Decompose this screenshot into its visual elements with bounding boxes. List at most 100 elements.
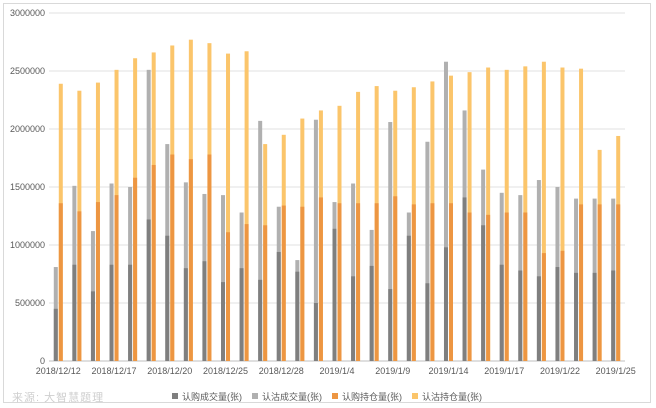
x-tick-label: 2019/1/17 [484,366,524,376]
bar [541,253,546,361]
bar [560,250,565,361]
bar [430,203,435,361]
bar [351,183,356,361]
bar [592,272,597,361]
legend-swatch [412,393,418,399]
bar [258,279,263,361]
legend-swatch [332,393,338,399]
bar [443,61,448,361]
bar [133,177,138,361]
bar [221,282,226,361]
bar [518,270,523,361]
chart-frame: 0 500000 1000000 1500000 2000000 2500000 30000… [3,3,651,404]
bar [300,206,305,361]
bar [560,67,565,361]
bar [72,264,77,361]
bar [295,271,300,361]
legend-label: 认购持仓量(张) [342,391,402,402]
bar [239,268,244,361]
y-tick-label: 2000000 [10,124,45,134]
legend-swatch [172,393,178,399]
bar [146,69,151,361]
bar [77,211,82,361]
bar [313,119,318,361]
x-tick-label: 2018/12/28 [259,366,304,376]
bar [114,195,119,361]
bar [481,225,486,361]
bar [393,196,398,361]
x-tick-label: 2018/12/12 [36,366,81,376]
bar [258,120,263,361]
bar [388,289,393,361]
x-tick-label: 2019/1/4 [319,366,354,376]
bar [226,53,231,361]
bar [536,180,541,361]
legend-item: 认购成交量(张) [172,390,242,403]
bar [332,228,337,361]
bar [202,261,207,361]
bar [536,276,541,361]
bar [597,204,602,361]
bar [226,232,231,361]
bar [95,202,100,361]
y-tick-label: 1000000 [10,240,45,250]
bar [579,204,584,361]
bar [281,205,286,361]
bar [616,204,621,361]
x-tick-label: 2018/12/17 [92,366,137,376]
bar [486,214,491,361]
bar [411,204,416,361]
bar [356,203,361,361]
bar [448,203,453,361]
legend-label: 认沽成交量(张) [262,391,322,402]
bar [183,268,188,361]
bar [151,164,156,361]
bar [188,159,193,361]
bar [574,272,579,361]
bar-chart: 0 500000 1000000 1500000 2000000 2500000 30000… [10,8,636,376]
bar [337,203,342,361]
y-tick-label: 2500000 [10,66,45,76]
bar [351,276,356,361]
y-tick-label: 500000 [15,298,45,308]
bar [165,235,170,361]
bar [611,270,616,361]
bar [313,303,318,361]
bar [109,264,114,361]
bar [207,154,212,361]
watermark: 来源: 大智慧题理 [12,392,105,404]
bar [318,197,323,361]
bar [263,225,268,361]
bar [443,247,448,361]
bar [170,154,175,361]
bar [146,219,151,361]
legend-swatch [252,393,258,399]
bar [276,251,281,361]
bar [523,212,528,361]
bar [462,197,467,361]
x-tick-label: 2018/12/20 [147,366,192,376]
legend-label: 认购成交量(张) [182,391,242,402]
bar [504,212,509,361]
legend-label: 认沽持仓量(张) [422,391,482,402]
y-tick-label: 3000000 [10,8,45,18]
bar [555,267,560,361]
bar [425,283,430,361]
bar [425,141,430,361]
x-tick-label: 2018/12/25 [203,366,248,376]
legend-item: 认沽持仓量(张) [412,390,482,403]
bar [541,61,546,361]
bar [90,291,95,361]
x-tick-label: 2019/1/22 [540,366,580,376]
bar [467,212,472,361]
bar [53,308,58,361]
x-tick-label: 2019/1/14 [428,366,468,376]
legend-item: 认购持仓量(张) [332,390,402,403]
y-tick-label: 0 [40,356,45,366]
bar [486,67,491,361]
bar [244,51,249,361]
bar [406,235,411,361]
bar [388,122,393,361]
y-tick-label: 1500000 [10,182,45,192]
bar [369,265,374,361]
